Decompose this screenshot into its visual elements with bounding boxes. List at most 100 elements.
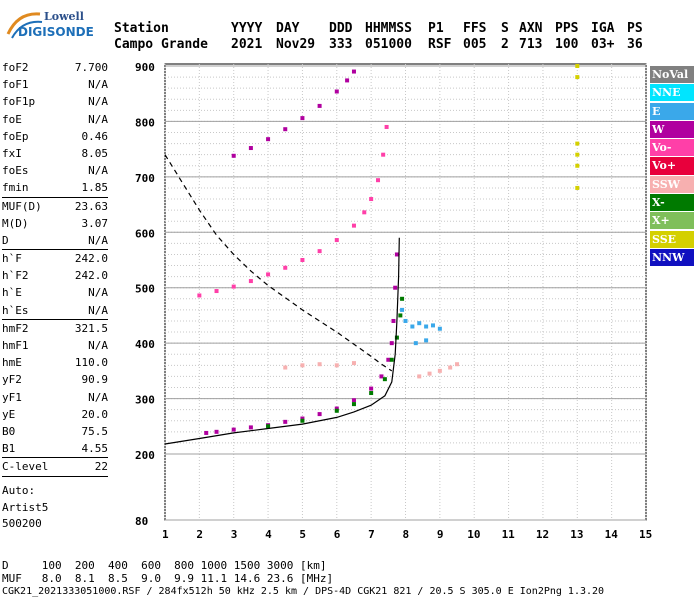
header-label: PS (627, 21, 643, 36)
header-value: 333 (329, 37, 353, 52)
data-point (575, 75, 580, 80)
header-label: P1 (428, 21, 444, 36)
legend-item: NNE (650, 84, 694, 102)
legend-item: Vo+ (650, 157, 694, 175)
header-label: FFS (463, 21, 487, 36)
data-point (351, 223, 356, 228)
legend-item: X+ (650, 212, 694, 230)
distance-row: D 100 200 400 600 800 1000 1500 3000 [km… (2, 559, 327, 572)
param-key: h`F2 (2, 269, 29, 283)
data-point (334, 89, 339, 94)
data-point (300, 363, 305, 368)
param-key: h`E (2, 286, 22, 300)
data-point (400, 296, 405, 301)
data-point (334, 238, 339, 243)
legend-item: W (650, 120, 694, 139)
data-point (248, 146, 253, 151)
data-point (248, 279, 253, 284)
data-point (413, 341, 418, 346)
param-row: foF1 N/A (2, 76, 108, 93)
data-point (197, 293, 202, 298)
param-row: foEs N/A (2, 162, 108, 179)
data-point (410, 324, 415, 329)
data-point (389, 357, 394, 362)
param-value: 20.0 (81, 407, 109, 421)
param-row: foEp 0.46 (2, 128, 108, 145)
param-key: foF1 (2, 78, 29, 92)
data-point (575, 152, 580, 157)
header-label: DAY (276, 21, 300, 36)
data-point (266, 424, 271, 429)
data-point (300, 116, 305, 121)
param-key: yF2 (2, 373, 22, 387)
legend-item: E (650, 102, 694, 120)
param-key: foEp (2, 129, 29, 143)
parameter-panel: foF2 7.700 foF1 N/A foF1p N/A foE N/A foEp 0.46 fx… (2, 59, 108, 477)
param-value: N/A (88, 286, 108, 300)
data-point (283, 265, 288, 270)
param-value: 3.07 (81, 216, 109, 230)
param-key: fmin (2, 181, 29, 195)
param-key: MUF(D) (2, 199, 42, 213)
param-key: B0 (2, 424, 16, 438)
param-key: C-level (2, 460, 49, 474)
data-point (334, 406, 339, 411)
param-key: h`Es (2, 303, 29, 317)
param-value: N/A (88, 303, 108, 317)
x-tick-label: 6 (334, 528, 341, 541)
param-row: foF1p N/A (2, 93, 108, 110)
data-point (283, 127, 288, 132)
param-row: h`Es N/A (2, 302, 108, 319)
data-point (300, 258, 305, 262)
param-row: fxI 8.05 (2, 145, 108, 162)
param-key: D (2, 233, 9, 247)
param-row: B1 4.55 (2, 440, 108, 457)
header-value: RSF (428, 37, 452, 52)
y-tick-label: 900 (135, 61, 155, 74)
param-separator (2, 249, 108, 251)
param-key: foEs (2, 164, 29, 178)
data-point (382, 377, 387, 382)
auto-artist: Artist5 (2, 501, 49, 514)
data-point (384, 124, 389, 129)
header-value: 03+ (591, 37, 615, 52)
header-value: 36 (627, 37, 643, 52)
header-label: YYYY (231, 21, 263, 36)
header-value: 005 (463, 37, 487, 52)
data-point (437, 326, 442, 331)
data-point (214, 429, 219, 434)
data-point (400, 307, 405, 312)
param-key: hmF1 (2, 339, 29, 352)
legend-item: NNW (650, 248, 694, 266)
param-value: 242.0 (74, 269, 108, 283)
param-row: foF2 7.700 (2, 59, 108, 76)
param-key: h`F (2, 252, 22, 266)
header-value: Campo Grande (114, 37, 208, 52)
data-point (317, 249, 322, 254)
param-key: hmE (2, 356, 22, 370)
data-point (351, 402, 356, 407)
data-point (334, 408, 339, 413)
data-point (317, 362, 322, 367)
param-row: hmF2 321.5 (2, 320, 108, 337)
header-label: PPS (555, 21, 579, 36)
auto-code: 500200 (2, 517, 42, 530)
data-point (231, 153, 236, 158)
data-point (283, 365, 288, 370)
param-key: M(D) (2, 216, 29, 230)
param-value: 0.46 (81, 129, 109, 143)
y-tick-label: 400 (135, 338, 155, 351)
x-tick-label: 13 (570, 528, 583, 541)
data-point (317, 412, 322, 417)
data-point (369, 391, 374, 396)
data-point (575, 185, 580, 190)
param-value: N/A (88, 339, 108, 352)
data-point (394, 335, 399, 340)
logo-digisonde-text: DIGISONDE (18, 25, 94, 39)
param-value: 90.9 (81, 373, 109, 387)
param-key: foF1p (2, 95, 36, 109)
data-point (398, 313, 403, 318)
y-tick-label: 80 (135, 515, 148, 528)
header-label: AXN (519, 21, 543, 36)
